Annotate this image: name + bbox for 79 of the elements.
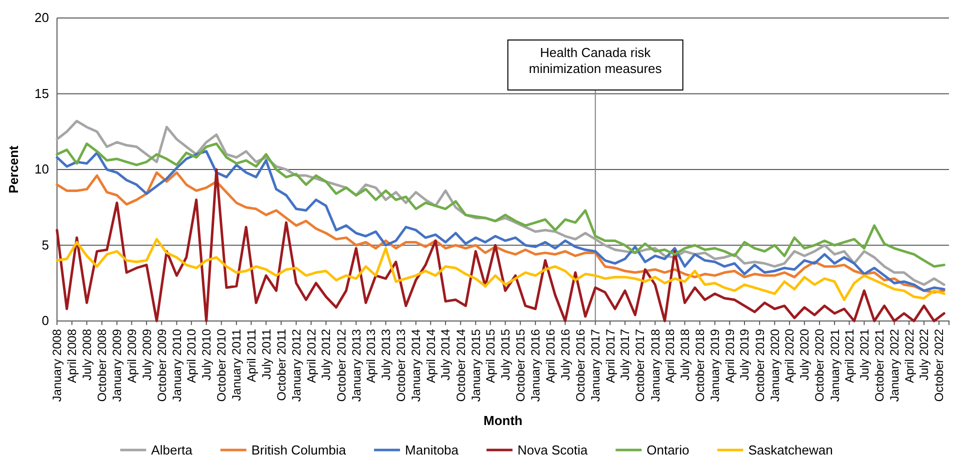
line-series <box>56 150 946 292</box>
x-tick-label: April 2014 <box>424 328 438 384</box>
x-tick-label: October 2014 <box>454 328 468 402</box>
x-tick-label: April 2021 <box>842 328 856 384</box>
line-series <box>56 168 946 322</box>
x-tick-label: October 2012 <box>334 328 348 402</box>
x-tick-label: July 2011 <box>259 328 274 380</box>
x-tick-label: January 2022 <box>888 328 902 402</box>
x-tick-label: October 2016 <box>573 328 588 402</box>
legend-label: Nova Scotia <box>518 442 588 456</box>
x-tick-label: October 2019 <box>752 328 767 402</box>
x-tick-label: January 2014 <box>409 328 424 402</box>
line-series <box>56 142 946 268</box>
y-tick-label: 5 <box>42 237 49 252</box>
x-tick-label: April 2012 <box>304 328 318 384</box>
x-tick-label: July 2010 <box>200 328 214 380</box>
x-tick-label: April 2008 <box>65 328 80 384</box>
x-tick-label: January 2017 <box>588 328 603 402</box>
x-tick-label: October 2008 <box>95 328 110 402</box>
x-tick-label: October 2020 <box>812 328 827 402</box>
x-tick-label: October 2015 <box>514 328 528 402</box>
x-tick-label: January 2011 <box>230 328 244 401</box>
x-tick-label: July 2019 <box>738 328 752 380</box>
line-series <box>56 238 946 302</box>
x-tick-label: January 2015 <box>468 328 483 402</box>
ref-line-label: Health Canada risk minimization measures <box>528 45 662 76</box>
x-tick-label: January 2019 <box>708 328 722 402</box>
x-tick-label: January 2018 <box>648 328 662 402</box>
x-tick-label: April 2009 <box>124 328 139 384</box>
x-tick-label: July 2018 <box>678 328 692 380</box>
x-tick-label: July 2008 <box>80 328 94 380</box>
line-series <box>56 171 946 294</box>
x-tick-label: April 2010 <box>184 328 199 384</box>
x-tick-label: January 2012 <box>289 328 304 402</box>
x-tick-label: January 2021 <box>828 328 842 402</box>
x-tick-label: July 2015 <box>498 328 512 380</box>
x-tick-label: April 2016 <box>544 328 558 384</box>
y-axis-title: Percent <box>6 144 21 194</box>
x-tick-label: July 2012 <box>319 328 334 380</box>
x-tick-label: April 2022 <box>902 328 916 384</box>
x-tick-label: January 2016 <box>528 328 543 402</box>
x-axis-title: Month <box>484 413 523 428</box>
legend-label: British Columbia <box>251 442 347 456</box>
x-tick-label: April 2011 <box>244 328 258 382</box>
x-tick-label: July 2021 <box>857 328 872 380</box>
x-tick-label: October 2017 <box>633 328 648 402</box>
x-tick-label: July 2017 <box>618 328 632 380</box>
x-tick-label: July 2016 <box>558 328 572 380</box>
x-tick-label: July 2014 <box>438 328 453 380</box>
y-tick-label: 10 <box>34 162 49 177</box>
legend-label: Alberta <box>151 442 194 456</box>
x-tick-label: July 2022 <box>917 328 932 380</box>
x-tick-label: April 2013 <box>364 328 378 384</box>
y-tick-label: 20 <box>34 10 49 26</box>
x-tick-label: July 2013 <box>378 328 393 380</box>
x-tick-label: April 2019 <box>722 328 737 384</box>
x-tick-label: April 2020 <box>782 328 797 384</box>
x-tick-label: October 2010 <box>214 328 229 402</box>
x-tick-label: January 2008 <box>50 328 64 402</box>
x-tick-label: October 2011 <box>274 328 288 401</box>
y-tick-label: 15 <box>34 86 49 101</box>
legend-label: Manitoba <box>405 442 460 456</box>
x-tick-label: January 2020 <box>768 328 782 402</box>
y-tick-label: 0 <box>42 313 49 328</box>
x-tick-label: January 2010 <box>170 328 184 402</box>
x-tick-label: October 2009 <box>154 328 169 402</box>
x-tick-label: January 2009 <box>110 328 124 402</box>
x-tick-label: July 2009 <box>140 328 154 380</box>
x-tick-label: October 2022 <box>932 328 946 402</box>
x-tick-label: April 2018 <box>663 328 678 384</box>
x-tick-label: October 2018 <box>693 328 708 402</box>
legend-label: Saskatchewan <box>748 442 833 456</box>
x-tick-label: April 2015 <box>484 328 498 384</box>
x-tick-label: October 2021 <box>872 328 886 402</box>
x-tick-label: July 2020 <box>798 328 812 380</box>
x-tick-label: January 2013 <box>349 328 364 402</box>
legend-label: Ontario <box>646 442 690 456</box>
x-tick-label: April 2017 <box>603 328 618 384</box>
x-tick-label: October 2013 <box>394 328 408 402</box>
